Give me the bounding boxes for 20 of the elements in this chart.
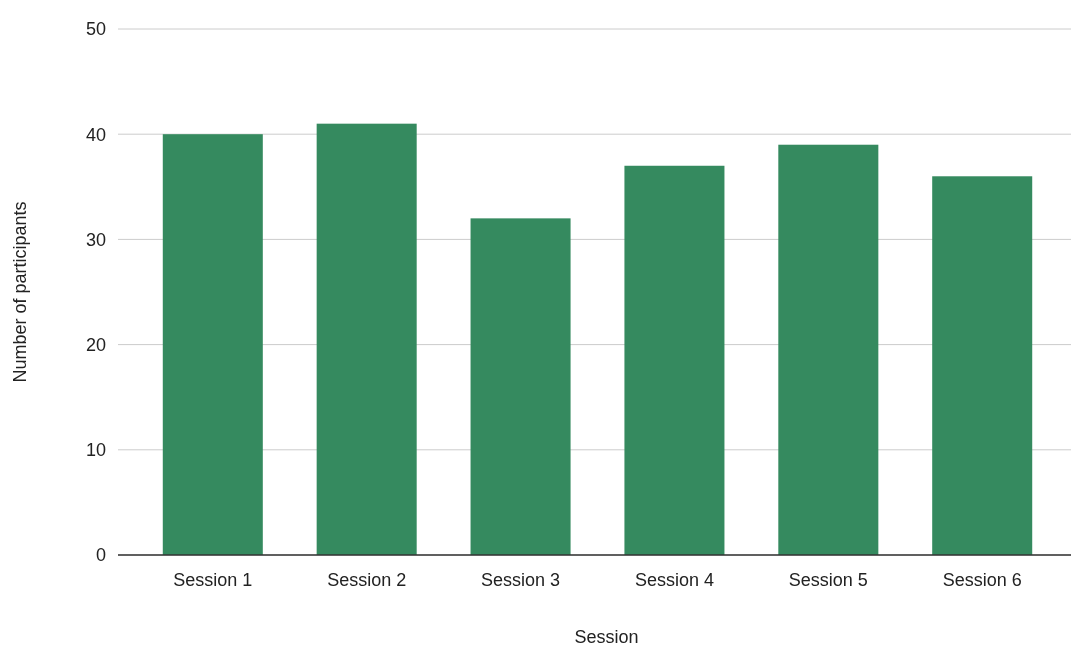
bar bbox=[932, 176, 1033, 555]
bar bbox=[316, 123, 417, 555]
y-tick-label: 40 bbox=[85, 124, 106, 145]
bar bbox=[778, 144, 879, 555]
bar bbox=[624, 165, 725, 555]
y-tick-label: 50 bbox=[85, 19, 106, 40]
x-tick-label: Session 3 bbox=[481, 570, 561, 590]
x-tick-label: Session 6 bbox=[942, 570, 1022, 590]
x-tick-label: Session 2 bbox=[327, 570, 407, 590]
x-tick-label: Session 1 bbox=[173, 570, 253, 590]
x-tick-label: Session 5 bbox=[788, 570, 868, 590]
x-tick-label: Session 4 bbox=[634, 570, 714, 590]
y-tick-label: 20 bbox=[85, 334, 106, 355]
bar bbox=[162, 134, 263, 555]
bar bbox=[470, 218, 571, 555]
y-axis-title: Number of participants bbox=[10, 201, 30, 383]
y-tick-label: 10 bbox=[85, 440, 106, 461]
y-tick-label: 0 bbox=[95, 545, 106, 566]
y-tick-label: 30 bbox=[85, 229, 106, 250]
x-axis-title: Session bbox=[574, 626, 639, 647]
